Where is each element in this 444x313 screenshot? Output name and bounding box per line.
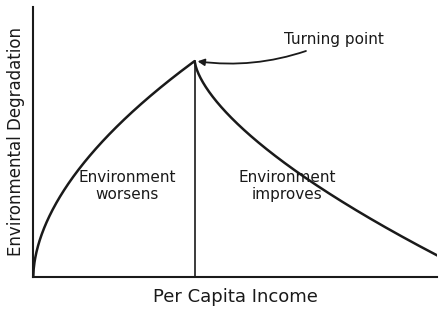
Text: Environment
improves: Environment improves [238,170,336,203]
Text: Environment
worsens: Environment worsens [78,170,176,203]
Text: Turning point: Turning point [199,32,384,65]
X-axis label: Per Capita Income: Per Capita Income [153,288,317,306]
Y-axis label: Environmental Degradation: Environmental Degradation [7,28,25,256]
